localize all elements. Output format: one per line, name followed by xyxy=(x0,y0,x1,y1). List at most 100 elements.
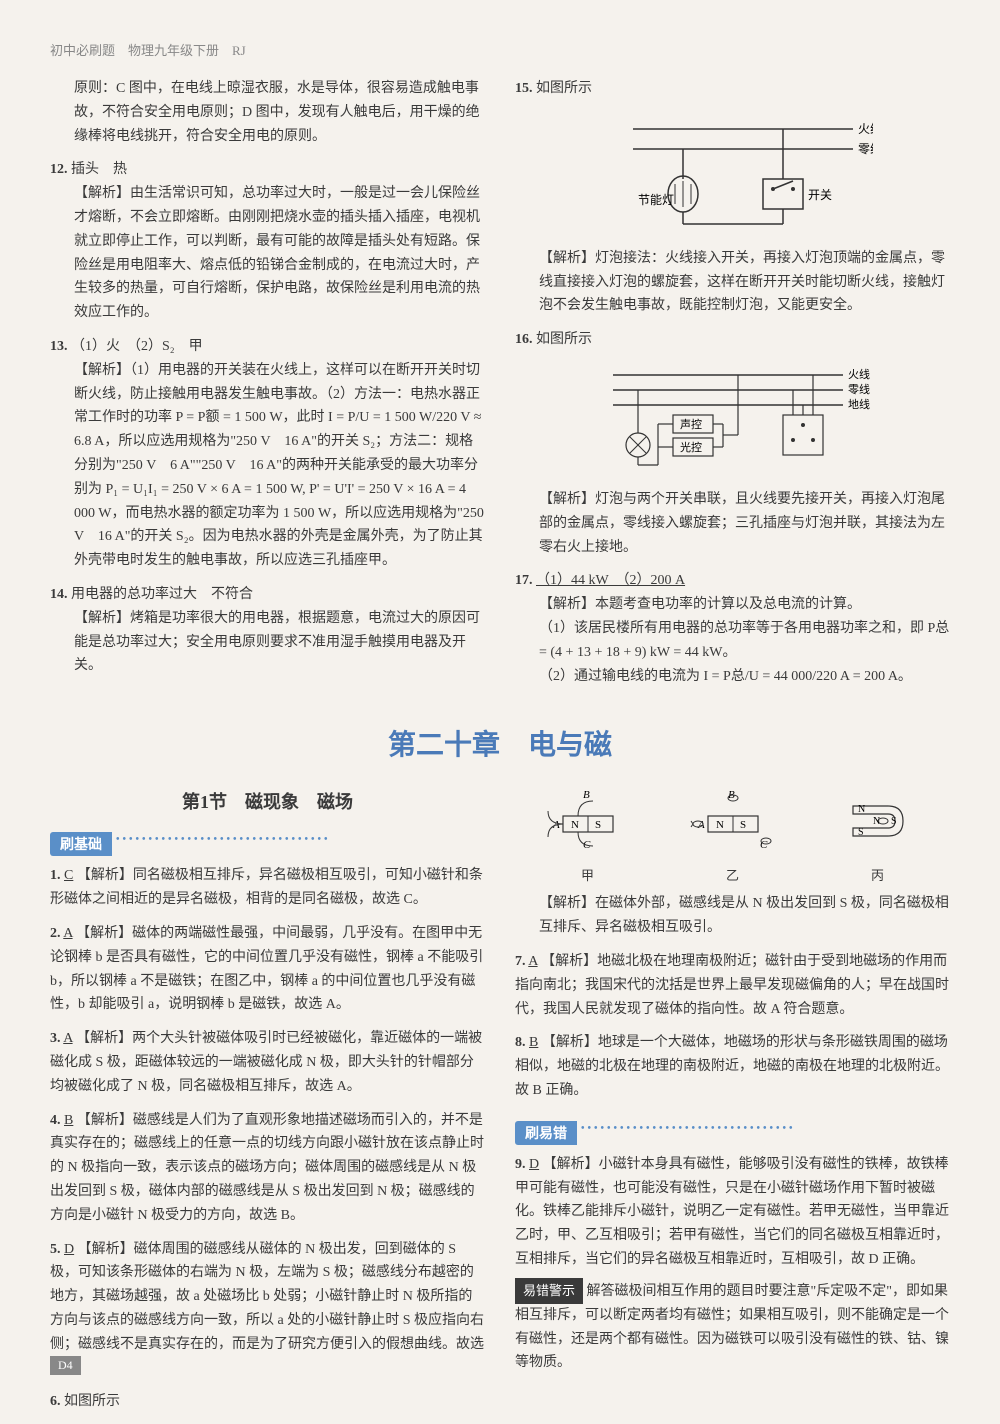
magnet-bing: N S N S 丙 xyxy=(833,786,923,884)
item-number: 1. xyxy=(50,868,61,883)
svg-text:S: S xyxy=(595,819,601,831)
item-number: 4. xyxy=(50,1113,61,1128)
item-7: 7. A 【解析】地磁北极在地理南极附近；磁针由于受到地磁场的作用而指向南北；我… xyxy=(515,950,950,1021)
sound-label: 声控 xyxy=(680,417,702,431)
item-number: 8. xyxy=(515,1035,526,1050)
section-title: 第1节 磁现象 磁场 xyxy=(50,788,485,814)
item-explanation: 【解析】同名磁极相互排斥，异名磁极相互吸引，可知小磁针和条形磁体之间相近的是异名… xyxy=(50,868,483,907)
item-answer: 如图所示 xyxy=(536,332,592,347)
top-columns: 原则：C 图中，在电线上晾湿衣服，水是导体，很容易造成触电事故，不符合安全用电原… xyxy=(50,77,950,698)
item-continuation: 原则：C 图中，在电线上晾湿衣服，水是导体，很容易造成触电事故，不符合安全用电原… xyxy=(50,77,485,148)
magnet-diagrams: N S B A C 甲 N S B xyxy=(515,786,950,884)
item-answer: 如图所示 xyxy=(536,81,592,96)
item-number: 7. xyxy=(515,954,526,969)
item-answer: C xyxy=(64,868,73,883)
svg-text:N: N xyxy=(873,816,880,827)
item-number: 14. xyxy=(50,587,68,602)
item-explanation: 【解析】小磁针本身具有磁性，能够吸引没有磁性的铁棒，故铁棒甲可能有磁性，也可能没… xyxy=(515,1157,949,1267)
light-label: 光控 xyxy=(680,440,702,454)
fire-label: 火线 xyxy=(858,122,873,136)
circuit-diagram-15: 火线 零线 节能灯 开关 xyxy=(515,109,950,239)
item-answer: B xyxy=(529,1035,538,1050)
item-answer: 如图所示 xyxy=(64,1394,120,1409)
item-answer: A xyxy=(528,954,537,969)
item-number: 13. xyxy=(50,339,68,354)
svg-text:N: N xyxy=(571,819,579,831)
magnet-label-jia: 甲 xyxy=(543,865,633,884)
item-number: 15. xyxy=(515,81,533,96)
left-column-bottom: 第1节 磁现象 磁场 刷基础 1. C 【解析】同名磁极相互排斥，异名磁极相互吸… xyxy=(50,778,485,1424)
page-number-tag: D4 xyxy=(50,1356,81,1375)
item-14: 14. 用电器的总功率过大 不符合 【解析】烤箱是功率很大的用电器，根据题意，电… xyxy=(50,583,485,678)
item-answer: A xyxy=(63,926,72,941)
svg-text:N: N xyxy=(716,819,724,831)
bottom-columns: 第1节 磁现象 磁场 刷基础 1. C 【解析】同名磁极相互排斥，异名磁极相互吸… xyxy=(50,778,950,1424)
lamp-label: 节能灯 xyxy=(638,193,674,207)
item-12: 12. 插头 热 【解析】由生活常识可知，总功率过大时，一般是过一会儿保险丝才熔… xyxy=(50,158,485,325)
item-15: 15. 如图所示 火线 零线 xyxy=(515,77,950,318)
basic-badge: 刷基础 xyxy=(50,832,112,856)
ground-label: 地线 xyxy=(848,397,870,411)
item-number: 12. xyxy=(50,162,68,177)
item-explanation: 【解析】磁感线是人们为了直观形象地描述磁场而引入的，并不是真实存在的；磁感线上的… xyxy=(50,1113,484,1223)
circuit-diagram-16: 火线 零线 地线 声控 光控 xyxy=(515,360,950,480)
item-number: 17. xyxy=(515,573,533,588)
zero-label: 零线 xyxy=(858,142,873,156)
item-explanation: 【解析】磁体周围的磁感线从磁体的 N 极出发，回到磁体的 S 极，可知该条形磁体… xyxy=(50,1242,484,1376)
item-number: 5. xyxy=(50,1242,61,1257)
item-6-explanation: 【解析】在磁体外部，磁感线是从 N 极出发回到 S 极，同名磁极相互排斥、异名磁… xyxy=(515,892,950,940)
right-column-bottom: N S B A C 甲 N S B xyxy=(515,778,950,1424)
item-explanation: 【解析】由生活常识可知，总功率过大时，一般是过一会儿保险丝才熔断，不会立即熔断。… xyxy=(50,182,485,325)
magnet-jia: N S B A C 甲 xyxy=(543,786,633,884)
svg-text:S: S xyxy=(740,819,746,831)
item-explanation: 【解析】在磁体外部，磁感线是从 N 极出发回到 S 极，同名磁极相互排斥、异名磁… xyxy=(515,892,950,940)
item-4: 4. B 【解析】磁感线是人们为了直观形象地描述磁场而引入的，并不是真实存在的；… xyxy=(50,1109,485,1228)
item-explanation: 【解析】灯泡接法：火线接入开关，再接入灯泡顶端的金属点，零线直接接入灯泡的螺旋套… xyxy=(515,247,950,318)
svg-text:S: S xyxy=(891,816,897,827)
item-explanation: 【解析】灯泡与两个开关串联，且火线要先接开关，再接入灯泡尾部的金属点，零线接入螺… xyxy=(515,488,950,559)
item-9: 9. D 【解析】小磁针本身具有磁性，能够吸引没有磁性的铁棒，故铁棒甲可能有磁性… xyxy=(515,1153,950,1375)
item-answer: D xyxy=(529,1157,539,1172)
item-8: 8. B 【解析】地球是一个大磁体，地磁场的形状与条形磁铁周围的磁场相似，地磁的… xyxy=(515,1031,950,1102)
item-answer: A xyxy=(63,1031,72,1046)
item-answer: （1）44 kW （2）200 A xyxy=(536,573,685,588)
page-header: 初中必刷题 物理九年级下册 RJ xyxy=(50,40,950,62)
item-text: 原则：C 图中，在电线上晾湿衣服，水是导体，很容易造成触电事故，不符合安全用电原… xyxy=(50,77,485,148)
easy-wrong-badge: 刷易错 xyxy=(515,1121,577,1145)
chapter-title: 第二十章 电与磁 xyxy=(50,723,950,763)
item-number: 16. xyxy=(515,332,533,347)
warning-badge: 易错警示 xyxy=(515,1278,583,1304)
item-answer: D xyxy=(64,1242,74,1257)
fire-label: 火线 xyxy=(848,367,870,381)
svg-text:B: B xyxy=(583,789,590,801)
item-explanation: 【解析】地球是一个大磁体，地磁场的形状与条形磁铁周围的磁场相似，地磁的北极在地理… xyxy=(515,1035,949,1098)
item-answer: B xyxy=(64,1113,73,1128)
switch-label: 开关 xyxy=(808,188,832,202)
magnet-label-bing: 丙 xyxy=(833,865,923,884)
item-3: 3. A 【解析】两个大头针被磁体吸引时已经被磁化，靠近磁体的一端被磁化成 S … xyxy=(50,1027,485,1098)
item-6: 6. 如图所示 xyxy=(50,1390,485,1414)
item-answer: 用电器的总功率过大 不符合 xyxy=(71,587,253,602)
item-answer: 插头 热 xyxy=(71,162,127,177)
item-5: 5. D 【解析】磁体周围的磁感线从磁体的 N 极出发，回到磁体的 S 极，可知… xyxy=(50,1238,485,1381)
item-13: 13. （1）火 （2）S₂ 甲 【解析】（1）用电器的开关装在火线上，这样可以… xyxy=(50,335,485,573)
item-number: 3. xyxy=(50,1031,61,1046)
item-explanation: 【解析】（1）用电器的开关装在火线上，这样可以在断开开关时切断火线，防止接触用电… xyxy=(50,359,485,573)
item-number: 6. xyxy=(50,1394,61,1409)
zero-label: 零线 xyxy=(848,382,870,396)
item-1: 1. C 【解析】同名磁极相互排斥，异名磁极相互吸引，可知小磁针和条形磁体之间相… xyxy=(50,864,485,912)
item-explanation: 【解析】本题考查电功率的计算以及总电流的计算。 （1）该居民楼所有用电器的总功率… xyxy=(515,593,950,688)
item-answer: （1）火 （2）S₂ 甲 xyxy=(71,339,203,354)
item-explanation: 【解析】磁体的两端磁性最强，中间最弱，几乎没有。在图甲中无论钢棒 b 是否具有磁… xyxy=(50,926,483,1012)
item-number: 2. xyxy=(50,926,61,941)
item-explanation: 【解析】烤箱是功率很大的用电器，根据题意，电流过大的原因可能是总功率过大；安全用… xyxy=(50,607,485,678)
right-column-top: 15. 如图所示 火线 零线 xyxy=(515,77,950,698)
svg-text:N: N xyxy=(858,804,865,815)
item-16: 16. 如图所示 火线 零线 地线 声控 光控 xyxy=(515,328,950,559)
magnet-yi: N S B A C 乙 xyxy=(688,786,778,884)
item-17: 17. （1）44 kW （2）200 A 【解析】本题考查电功率的计算以及总电… xyxy=(515,569,950,688)
item-number: 9. xyxy=(515,1157,526,1172)
svg-text:S: S xyxy=(858,827,864,838)
item-explanation: 【解析】两个大头针被磁体吸引时已经被磁化，靠近磁体的一端被磁化成 S 极，距磁体… xyxy=(50,1031,482,1094)
left-column-top: 原则：C 图中，在电线上晾湿衣服，水是导体，很容易造成触电事故，不符合安全用电原… xyxy=(50,77,485,698)
